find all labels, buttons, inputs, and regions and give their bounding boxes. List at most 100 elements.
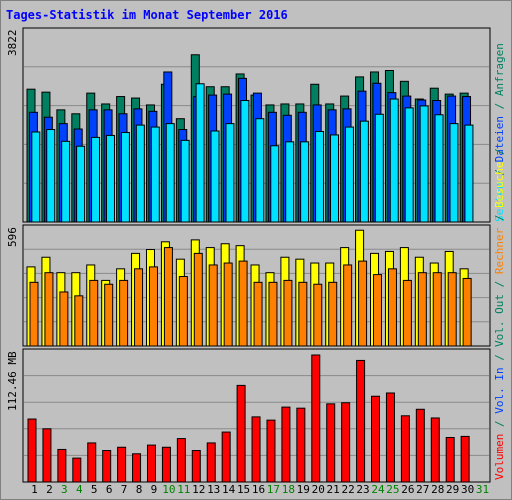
bar-rechner-day-4 — [74, 295, 84, 347]
bar-rechner-day-25 — [387, 268, 397, 347]
bar-seiten-day-6 — [105, 134, 115, 223]
x-tick-day-10: 10 — [162, 483, 175, 496]
x-tick-day-29: 29 — [446, 483, 459, 496]
bar-seiten-day-3 — [61, 140, 71, 223]
bar-volumen-day-11 — [176, 438, 186, 483]
bar-rechner-day-19 — [298, 281, 308, 347]
bar-rechner-day-24 — [373, 274, 383, 347]
legend-middle: Vol. Out / Rechner / Besuche / — [493, 148, 506, 347]
x-tick-day-24: 24 — [371, 483, 385, 496]
bar-rechner-day-8 — [134, 268, 144, 347]
bar-rechner-day-21 — [328, 281, 338, 347]
bar-volumen-day-2 — [42, 428, 52, 483]
bar-seiten-day-27 — [419, 105, 429, 223]
bar-seiten-day-16 — [255, 118, 265, 223]
bar-seiten-day-8 — [135, 124, 145, 223]
bar-volumen-day-15 — [236, 384, 246, 483]
bar-seiten-day-19 — [300, 141, 310, 223]
x-tick-day-17: 17 — [267, 483, 280, 496]
x-tick-day-15: 15 — [237, 483, 250, 496]
bar-seiten-day-5 — [91, 136, 101, 223]
legend-middle-part-2: Rechner — [493, 227, 506, 274]
bar-seiten-day-21 — [330, 134, 340, 223]
bar-rechner-day-13 — [208, 264, 218, 347]
x-tick-day-23: 23 — [356, 483, 369, 496]
x-tick-day-6: 6 — [106, 483, 113, 496]
x-tick-day-27: 27 — [416, 483, 429, 496]
bar-volumen-day-29 — [445, 436, 455, 483]
bar-rechner-day-28 — [432, 272, 442, 347]
bar-rechner-day-9 — [148, 266, 158, 347]
bar-seiten-day-24 — [374, 113, 384, 223]
bar-rechner-day-29 — [447, 272, 457, 347]
x-tick-day-7: 7 — [121, 483, 128, 496]
x-tick-day-16: 16 — [252, 483, 265, 496]
legend-top: Seiten / Dateien / Anfragen — [493, 43, 506, 222]
bar-rechner-day-7 — [119, 279, 129, 347]
bar-rechner-day-14 — [223, 262, 233, 347]
bar-rechner-day-27 — [417, 272, 427, 347]
bar-seiten-day-17 — [270, 145, 280, 223]
legend-bottom: Volumen / Vol. In / — [493, 354, 506, 480]
x-tick-day-1: 1 — [31, 483, 38, 496]
bar-volumen-day-25 — [385, 392, 395, 483]
bar-rechner-day-23 — [358, 260, 368, 347]
legend-bottom-part-2: Vol. In — [493, 367, 506, 413]
bar-seiten-day-23 — [359, 120, 369, 223]
bar-rechner-day-1 — [29, 281, 39, 347]
bar-seiten-day-18 — [285, 141, 295, 223]
bar-seiten-day-30 — [464, 124, 474, 223]
bar-volumen-day-8 — [132, 453, 142, 483]
legend-middle-part-1: / — [493, 274, 506, 294]
bar-rechner-day-17 — [268, 281, 278, 347]
bar-volumen-day-16 — [251, 416, 261, 483]
x-tick-day-14: 14 — [222, 483, 236, 496]
bar-seiten-day-1 — [31, 131, 41, 223]
x-tick-day-19: 19 — [297, 483, 310, 496]
bar-volumen-day-1 — [27, 418, 37, 483]
bar-rechner-day-26 — [402, 279, 412, 347]
legend-top-part-4: Anfragen — [493, 43, 506, 96]
bar-seiten-day-20 — [315, 130, 325, 223]
bar-volumen-day-23 — [356, 359, 366, 483]
bar-rechner-day-20 — [313, 283, 323, 347]
x-tick-day-12: 12 — [192, 483, 205, 496]
bar-seiten-day-4 — [76, 145, 86, 223]
bar-volumen-day-6 — [102, 450, 112, 483]
bar-rechner-day-16 — [253, 281, 263, 347]
legend-middle-part-4: Besuche — [493, 162, 506, 208]
bar-rechner-day-22 — [343, 264, 353, 347]
bar-rechner-day-3 — [59, 291, 69, 347]
chart-title: Tages-Statistik im Monat September 2016 — [6, 8, 288, 22]
bar-volumen-day-20 — [311, 354, 321, 483]
legend-top-part-0: Seiten — [493, 182, 506, 222]
bar-rechner-day-2 — [44, 272, 54, 347]
bar-volumen-day-10 — [161, 446, 171, 483]
x-tick-day-8: 8 — [136, 483, 143, 496]
legend-top-part-3: / — [493, 96, 506, 116]
x-tick-day-5: 5 — [91, 483, 98, 496]
bar-seiten-day-11 — [180, 139, 190, 223]
bar-volumen-day-26 — [400, 415, 410, 483]
x-tick-day-30: 30 — [461, 483, 474, 496]
bar-rechner-day-10 — [163, 247, 173, 347]
x-tick-day-21: 21 — [327, 483, 340, 496]
bar-seiten-day-2 — [46, 129, 56, 223]
bar-seiten-day-28 — [434, 114, 444, 223]
bar-volumen-day-14 — [221, 431, 231, 483]
x-tick-day-25: 25 — [386, 483, 399, 496]
bar-seiten-day-10 — [165, 123, 175, 223]
x-tick-day-18: 18 — [282, 483, 295, 496]
bar-rechner-day-15 — [238, 260, 248, 347]
bar-volumen-day-17 — [266, 419, 276, 483]
bar-seiten-day-14 — [225, 123, 235, 223]
bar-rechner-day-30 — [462, 277, 472, 347]
bar-seiten-day-9 — [150, 126, 160, 223]
bar-rechner-day-11 — [178, 276, 188, 347]
bar-rechner-day-6 — [104, 283, 114, 347]
bar-volumen-day-22 — [341, 402, 351, 483]
bar-volumen-day-30 — [460, 435, 470, 483]
bar-seiten-day-25 — [389, 98, 399, 223]
legend-middle-part-3: / — [493, 208, 506, 228]
